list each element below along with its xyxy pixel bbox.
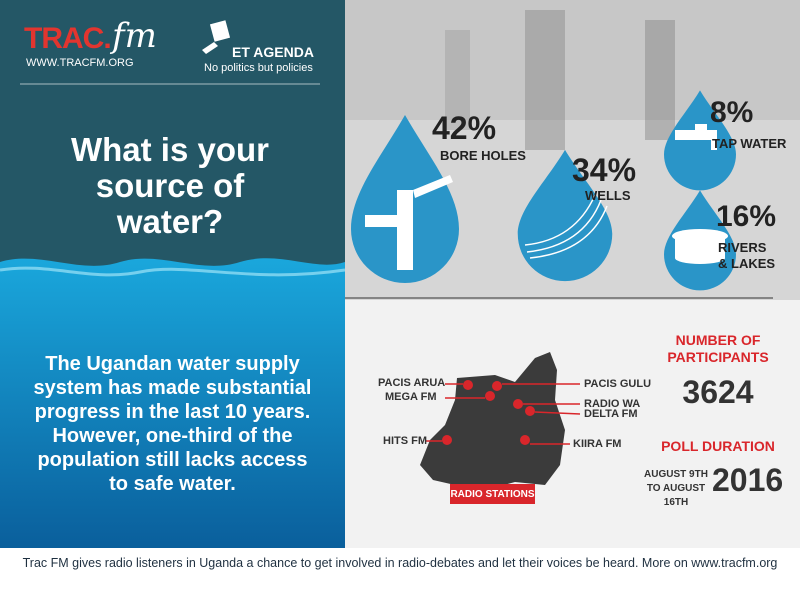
- station-name: HITS FM: [383, 435, 427, 447]
- question: What is your source of water?: [70, 131, 270, 240]
- station-name: MEGA FM: [385, 391, 437, 403]
- footer-text: Trac FM gives radio listeners in Uganda …: [22, 556, 778, 570]
- poll-dates: AUGUST 9TH TO AUGUST 16TH: [644, 469, 708, 508]
- logo-main: TRAC.: [24, 22, 112, 55]
- source-value: 16%: [716, 200, 777, 233]
- source-label: WELLS: [585, 188, 631, 203]
- source-label: RIVERS & LAKES: [718, 240, 776, 271]
- source-label: BORE HOLES: [440, 148, 526, 163]
- agenda-tagline: No politics but policies: [204, 62, 313, 74]
- footer-bar: [0, 548, 800, 600]
- station-name: RADIO WA: [584, 398, 641, 410]
- station-name: PACIS ARUA: [378, 377, 446, 389]
- source-value: 8%: [710, 96, 754, 129]
- logo-script: fm: [112, 16, 157, 56]
- map-area: [345, 300, 800, 548]
- agenda-icon: [202, 20, 231, 54]
- stations-title: RADIO STATIONS: [450, 489, 535, 500]
- poll-year: 2016: [712, 462, 784, 498]
- source-value: 34%: [572, 152, 637, 188]
- station-name: DELTA FM: [584, 408, 638, 420]
- agenda-title: ET AGENDA: [232, 44, 314, 60]
- poll-label: POLL DURATION: [661, 438, 775, 454]
- left-background: [0, 0, 345, 548]
- station-name: PACIS GULU: [584, 378, 652, 390]
- source-label: TAP WATER: [712, 136, 787, 151]
- participants-label: NUMBER OF PARTICIPANTS: [667, 332, 769, 365]
- source-value: 42%: [432, 110, 497, 146]
- participants-value: 3624: [682, 374, 754, 410]
- logo-url: WWW.TRACFM.ORG: [26, 57, 134, 69]
- intro-text: The Ugandan water supply system has made…: [33, 353, 312, 495]
- photo-area: [345, 0, 800, 300]
- station-name: KIIRA FM: [573, 438, 622, 450]
